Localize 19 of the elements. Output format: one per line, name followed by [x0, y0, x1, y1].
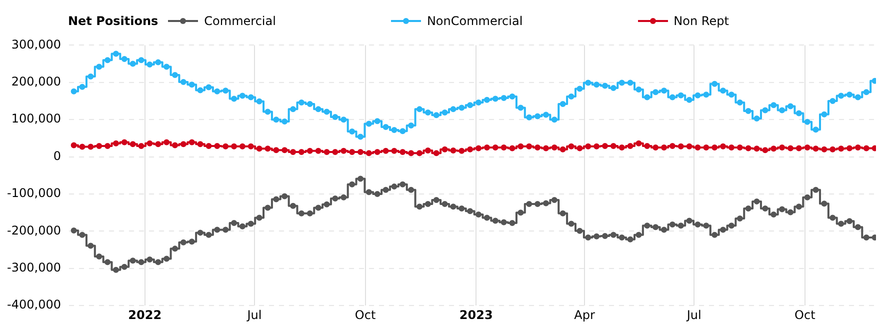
x-tick-label: 2023 — [459, 308, 493, 322]
legend-label: Non Rept — [674, 14, 729, 28]
x-tick-label: Oct — [794, 308, 816, 322]
y-tick-label: -300,000 — [7, 260, 61, 275]
y-tick-label: 100,000 — [11, 112, 61, 126]
y-tick-label: 0 — [53, 148, 61, 163]
x-tick-label: Apr — [574, 308, 595, 322]
y-tick-label: -100,000 — [7, 186, 61, 200]
x-tick-label: 2022 — [128, 308, 162, 322]
y-tick-label: -400,000 — [7, 298, 61, 312]
legend-title: Net Positions — [68, 14, 158, 28]
x-tick-label: Oct — [354, 308, 376, 322]
y-tick-label: -200,000 — [7, 223, 61, 238]
legend-label: Commercial — [204, 14, 276, 28]
y-tick-label: 300,000 — [11, 37, 61, 52]
legend-label: NonCommercial — [426, 14, 523, 28]
x-tick-label: Jul — [246, 308, 262, 322]
y-tick-label: 200,000 — [11, 74, 61, 89]
x-tick-label: Jul — [686, 308, 702, 322]
